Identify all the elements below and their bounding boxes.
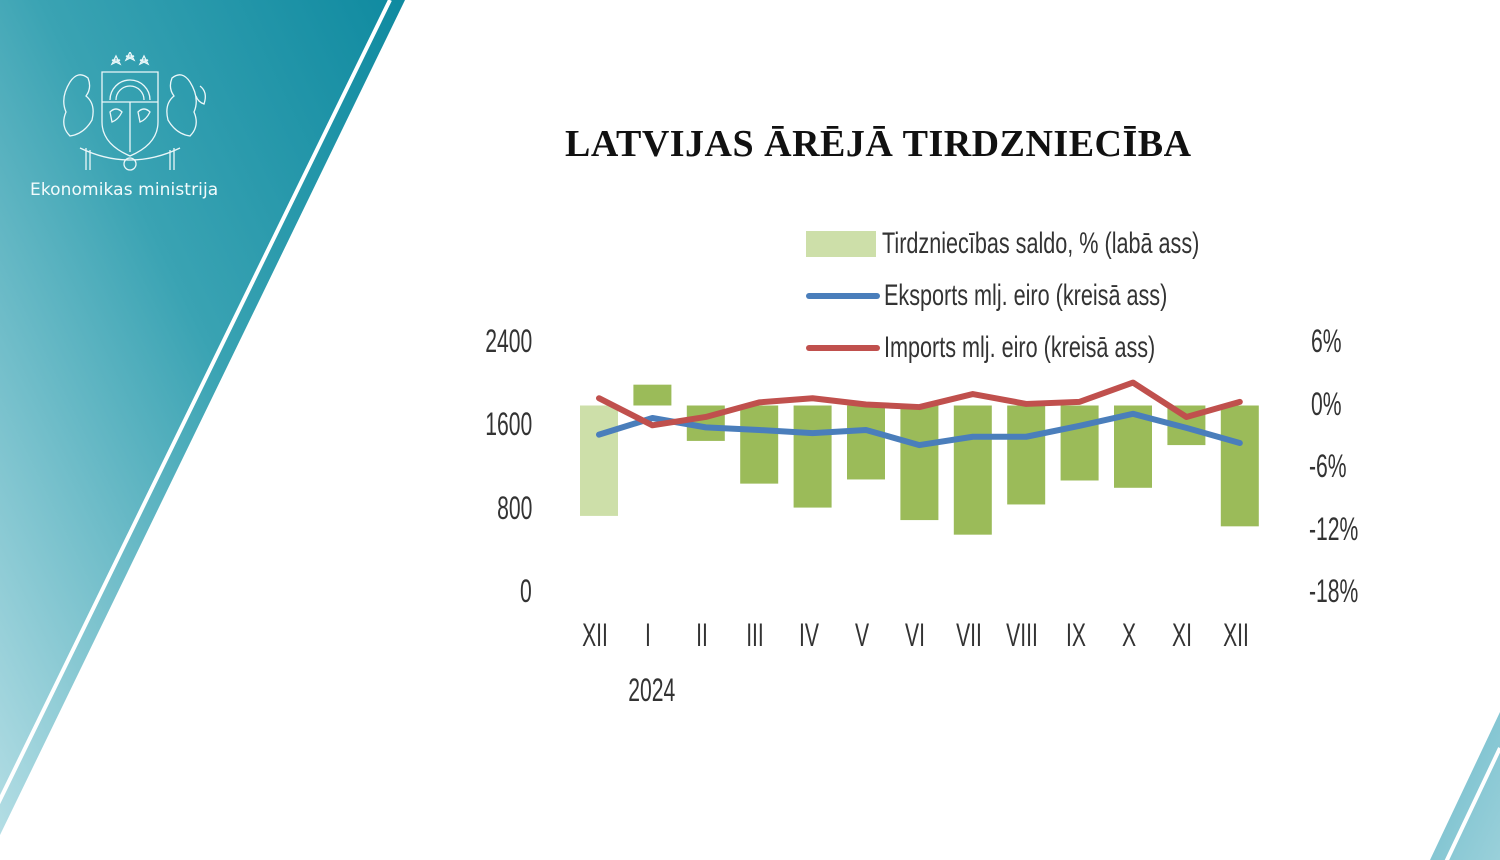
trade-balance-bar bbox=[953, 405, 992, 535]
right-axis-tick: -12% bbox=[1309, 510, 1359, 547]
x-axis-tick: XII bbox=[1222, 617, 1249, 653]
x-axis-tick: III bbox=[746, 617, 764, 653]
left-white-stripe bbox=[0, 0, 392, 805]
imports-line bbox=[596, 379, 1243, 429]
chart-title: LATVIJAS ĀRĒJĀ TIRDZNIECĪBA bbox=[565, 123, 1192, 165]
right-axis-tick: -6% bbox=[1309, 448, 1347, 484]
trade-balance-bar bbox=[633, 384, 672, 406]
x-axis-tick: I bbox=[645, 617, 652, 653]
chart-legend: Tirdzniecības saldo, % (labā ass) Ekspor… bbox=[806, 218, 1323, 374]
trade-balance-bar bbox=[793, 405, 832, 508]
ministry-name: Ekonomikas ministrija bbox=[30, 180, 219, 200]
legend-line-swatch-blue bbox=[806, 293, 880, 299]
x-axis-tick: VIII bbox=[1006, 617, 1039, 653]
left-teal-panel bbox=[0, 0, 405, 835]
right-axis-tick: 6% bbox=[1311, 323, 1342, 359]
x-axis-tick: XII bbox=[582, 617, 608, 653]
legend-line-swatch-red bbox=[806, 345, 880, 351]
legend-item-exports: Eksports mlj. eiro (kreisā ass) bbox=[806, 270, 1323, 322]
coat-of-arms-icon bbox=[63, 52, 206, 171]
trade-balance-bar bbox=[740, 405, 779, 484]
legend-label: Imports mlj. eiro (kreisā ass) bbox=[884, 331, 1156, 364]
exports-line bbox=[596, 410, 1243, 449]
x-axis-tick: VI bbox=[905, 617, 926, 653]
trade-balance-bar bbox=[1060, 405, 1099, 481]
legend-label: Eksports mlj. eiro (kreisā ass) bbox=[884, 279, 1168, 312]
trade-balance-bar bbox=[1007, 405, 1046, 505]
left-axis-tick: 0 bbox=[520, 573, 532, 609]
x-axis-tick: XI bbox=[1172, 617, 1193, 653]
corner-white-stripe bbox=[1444, 747, 1500, 860]
left-axis-tick: 2400 bbox=[485, 323, 532, 359]
x-axis-tick: II bbox=[695, 617, 708, 653]
x-axis-tick: X bbox=[1121, 617, 1137, 653]
trade-balance-bar bbox=[900, 405, 939, 521]
x-axis-tick: VII bbox=[955, 617, 982, 653]
trade-balance-bar bbox=[580, 405, 618, 516]
right-axis-tick: 0% bbox=[1311, 385, 1342, 422]
legend-label: Tirdzniecības saldo, % (labā ass) bbox=[882, 227, 1200, 260]
left-axis-tick: 1600 bbox=[485, 406, 532, 443]
x-axis-tick: IX bbox=[1065, 617, 1086, 653]
legend-bar-swatch bbox=[806, 231, 876, 257]
legend-item-trade-balance: Tirdzniecības saldo, % (labā ass) bbox=[806, 218, 1323, 270]
trade-balance-bar bbox=[1220, 405, 1259, 527]
x-axis-tick: IV bbox=[798, 617, 819, 653]
trade-balance-bar bbox=[847, 405, 885, 480]
year-label: 2024 bbox=[628, 672, 676, 708]
legend-item-imports: Imports mlj. eiro (kreisā ass) bbox=[806, 322, 1323, 374]
corner-teal-panel bbox=[1430, 712, 1500, 860]
x-axis-tick: V bbox=[854, 617, 870, 653]
left-axis-tick: 800 bbox=[496, 489, 532, 526]
right-axis-tick: -18% bbox=[1309, 573, 1359, 609]
